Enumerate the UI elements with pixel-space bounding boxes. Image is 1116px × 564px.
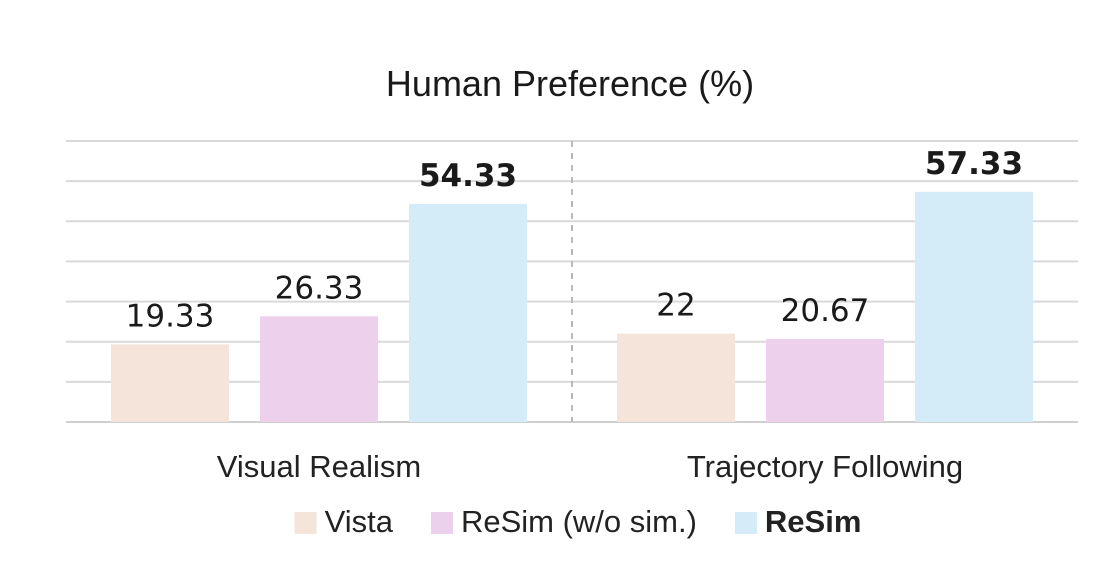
category-label-visual-realism: Visual Realism bbox=[217, 449, 421, 484]
legend-label-resim-w-o-sim: ReSim (w/o sim.) bbox=[461, 504, 697, 539]
bar-resim-w-o-sim-visual-realism bbox=[260, 316, 378, 422]
legend-swatch-vista bbox=[294, 512, 317, 534]
bars bbox=[111, 191, 1033, 422]
category-labels: Visual Realism Trajectory Following bbox=[217, 449, 963, 484]
data-label-resim-w-o-sim-visual-realism: 26.33 bbox=[275, 270, 364, 306]
bar-vista-visual-realism bbox=[111, 344, 229, 422]
legend-label-vista: Vista bbox=[325, 504, 394, 539]
data-label-vista-trajectory-following: 22 bbox=[656, 288, 695, 324]
legend-label-resim: ReSim bbox=[765, 504, 861, 539]
data-label-resim-w-o-sim-trajectory-following: 20.67 bbox=[781, 293, 870, 329]
bar-resim-visual-realism bbox=[409, 203, 527, 422]
bar-resim-trajectory-following bbox=[915, 191, 1033, 422]
data-label-vista-visual-realism: 19.33 bbox=[126, 298, 215, 334]
legend: Vista ReSim (w/o sim.) ReSim bbox=[294, 504, 861, 539]
data-label-resim-visual-realism: 54.33 bbox=[419, 158, 517, 194]
bar-vista-trajectory-following bbox=[617, 333, 735, 422]
chart-title: Human Preference (%) bbox=[386, 63, 754, 104]
legend-swatch-resim-w-o-sim bbox=[430, 512, 453, 534]
legend-swatch-resim bbox=[734, 512, 757, 534]
bar-resim-w-o-sim-trajectory-following bbox=[766, 339, 884, 422]
category-label-trajectory-following: Trajectory Following bbox=[687, 449, 963, 484]
value-labels: 19.33 26.33 54.33 22 20.67 57.33 bbox=[126, 146, 1023, 335]
data-label-resim-trajectory-following: 57.33 bbox=[925, 146, 1023, 182]
